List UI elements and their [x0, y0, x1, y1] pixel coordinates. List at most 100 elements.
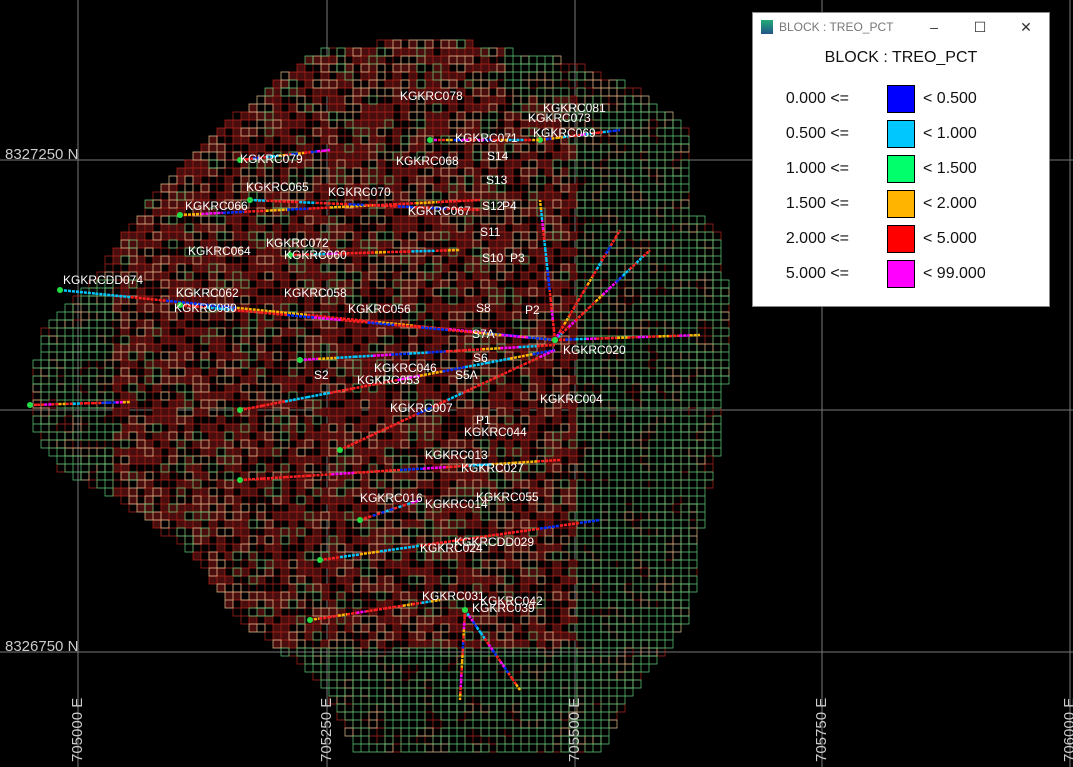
drill-trace	[549, 299, 554, 311]
range-from: 5.000 <=	[785, 265, 849, 282]
drill-trace	[499, 530, 521, 536]
drill-trace	[577, 292, 584, 302]
hole-label: KGKRC007	[390, 401, 453, 415]
drill-trace	[385, 420, 402, 430]
range-to: < 99.000	[923, 265, 986, 282]
drill-trace	[381, 204, 398, 208]
drill-trace	[551, 319, 556, 331]
maximize-button[interactable]: ☐	[973, 18, 987, 35]
legend-row: 2.000 <= < 5.000	[753, 225, 1051, 253]
drill-trace	[507, 672, 514, 680]
hole-label: P4	[502, 199, 517, 213]
drill-trace	[342, 317, 379, 324]
hole-label: KGKRC058	[284, 286, 347, 300]
color-swatch	[887, 155, 915, 183]
drill-trace	[431, 398, 449, 409]
hole-label: S14	[487, 149, 509, 163]
drill-trace	[538, 199, 543, 211]
drill-trace	[615, 274, 624, 284]
drill-trace	[379, 547, 401, 553]
drill-trace	[346, 611, 357, 616]
drill-trace	[447, 207, 464, 211]
drill-trace	[591, 268, 598, 278]
minimize-button[interactable]: –	[930, 19, 938, 35]
drill-trace	[528, 336, 556, 342]
drill-trace	[233, 308, 261, 314]
drill-trace	[547, 279, 551, 291]
drill-trace	[579, 518, 601, 525]
drill-trace	[574, 133, 581, 137]
drill-trace	[287, 207, 309, 211]
range-from: 1.500 <=	[785, 195, 849, 212]
drill-trace	[318, 356, 337, 361]
collar	[247, 197, 253, 203]
legend-row: 1.000 <= < 1.500	[753, 155, 1051, 183]
drill-trace	[467, 615, 474, 623]
drill-trace	[541, 229, 546, 241]
drill-trace	[563, 315, 571, 325]
northing-label: 8327250 N	[5, 146, 78, 163]
drill-trace	[411, 601, 422, 606]
drill-trace	[511, 677, 518, 685]
hole-label: KGKRC064	[188, 244, 251, 258]
drill-trace	[591, 131, 598, 135]
collar	[237, 407, 243, 413]
drill-trace	[568, 134, 575, 138]
range-to: < 2.000	[923, 195, 977, 212]
drill-trace	[201, 303, 237, 310]
drill-trace	[430, 598, 441, 603]
hole-label: P3	[510, 251, 525, 265]
drill-trace	[400, 413, 418, 423]
drill-trace	[307, 313, 343, 320]
drill-trace	[540, 219, 545, 231]
easting-label: 705000 E	[69, 698, 86, 762]
collar	[552, 337, 558, 343]
drill-trace	[642, 249, 651, 258]
drill-trace	[364, 203, 382, 207]
drill-trace	[381, 510, 387, 515]
drill-trace	[608, 129, 615, 133]
hole-label: S5A	[455, 368, 478, 382]
drill-trace	[299, 357, 319, 362]
drill-trace	[282, 200, 300, 204]
drill-trace	[445, 349, 465, 353]
drill-trace	[394, 323, 422, 329]
drill-trace	[363, 515, 369, 520]
drill-trace	[567, 319, 577, 329]
hole-label: S2	[314, 368, 329, 382]
easting-label: 705250 E	[318, 698, 335, 762]
hole-label: KGKRC046	[374, 361, 437, 375]
drill-trace	[491, 649, 498, 657]
drill-trace	[348, 203, 366, 207]
hole-label: KGKRC004	[540, 392, 603, 406]
hole-label: S6	[473, 351, 488, 365]
drill-trace	[595, 260, 603, 270]
color-swatch	[887, 260, 915, 288]
drill-trace	[585, 132, 592, 136]
collar	[462, 607, 468, 613]
hole-label: KGKRC014	[425, 497, 488, 511]
drill-trace	[546, 269, 550, 281]
close-button[interactable]: ✕	[1020, 18, 1032, 35]
hole-label: KGKRC053	[357, 373, 420, 387]
drill-trace	[399, 544, 421, 550]
drill-trace	[487, 643, 494, 651]
hole-label: KGKRC069	[533, 126, 596, 140]
drill-trace	[558, 323, 566, 333]
hole-label: KGKRC066	[185, 199, 248, 213]
drill-trace	[544, 249, 548, 261]
hole-label: KGKRC031	[422, 589, 485, 603]
drill-trace	[317, 149, 324, 153]
legend-window: BLOCK : TREO_PCT – ☐ ✕ BLOCK : TREO_PCT …	[752, 12, 1050, 307]
drill-trace	[398, 504, 404, 509]
drill-trace	[614, 128, 621, 132]
hole-label: KGKRC068	[396, 154, 459, 168]
collar	[27, 402, 33, 408]
drill-trace	[179, 212, 202, 217]
drill-trace	[370, 427, 387, 437]
collar	[57, 287, 63, 293]
drill-trace	[222, 210, 245, 215]
drill-trace	[252, 156, 260, 160]
